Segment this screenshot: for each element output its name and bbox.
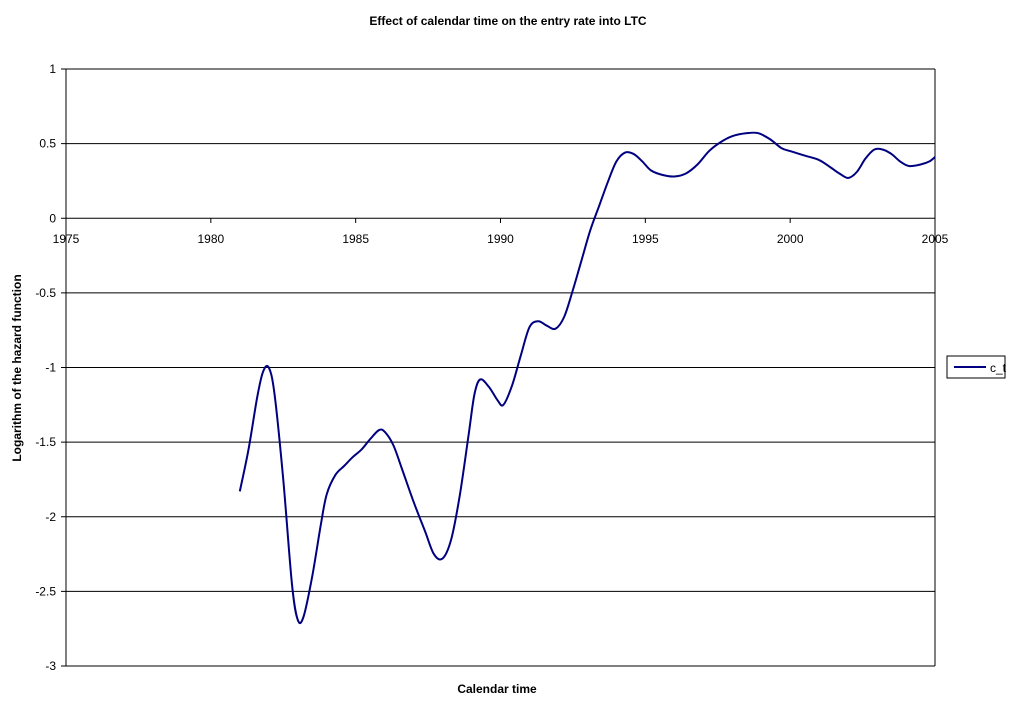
y-tick-label: -0.5 (35, 286, 56, 300)
y-tick-label: -3 (45, 659, 56, 673)
x-tick-label: 1990 (487, 232, 514, 246)
legend: c_t (946, 355, 1007, 379)
y-tick-label: -2 (45, 510, 56, 524)
chart-title: Effect of calendar time on the entry rat… (369, 14, 646, 28)
y-tick-label: -2.5 (35, 584, 56, 598)
y-tick-label: 0.5 (39, 137, 56, 151)
series-line-c_t (238, 131, 936, 625)
x-tick-label: 1980 (197, 232, 224, 246)
x-tick-label: 2000 (777, 232, 804, 246)
series-layer (238, 131, 936, 625)
legend-label-c_t: c_t (990, 361, 1007, 375)
y-tick-label: 1 (49, 62, 56, 76)
gridlines (66, 68, 936, 667)
x-tick-label: 1985 (342, 232, 369, 246)
y-tick-label: -1.5 (35, 435, 56, 449)
y-axis: 1 0.5 0 -0.5 -1 -1.5 -2 -2.5 -3 (35, 62, 67, 673)
x-tick-label: 1995 (632, 232, 659, 246)
y-axis-title: Logarithm of the hazard function (10, 274, 24, 461)
x-axis-title: Calendar time (457, 682, 537, 696)
x-tick-label: 2005 (922, 232, 949, 246)
x-tick-label: 1975 (53, 232, 80, 246)
y-tick-label: -1 (45, 361, 56, 375)
y-tick-label: 0 (49, 211, 56, 225)
x-axis: 1975 1980 1985 1990 1995 2000 2005 (53, 218, 949, 246)
